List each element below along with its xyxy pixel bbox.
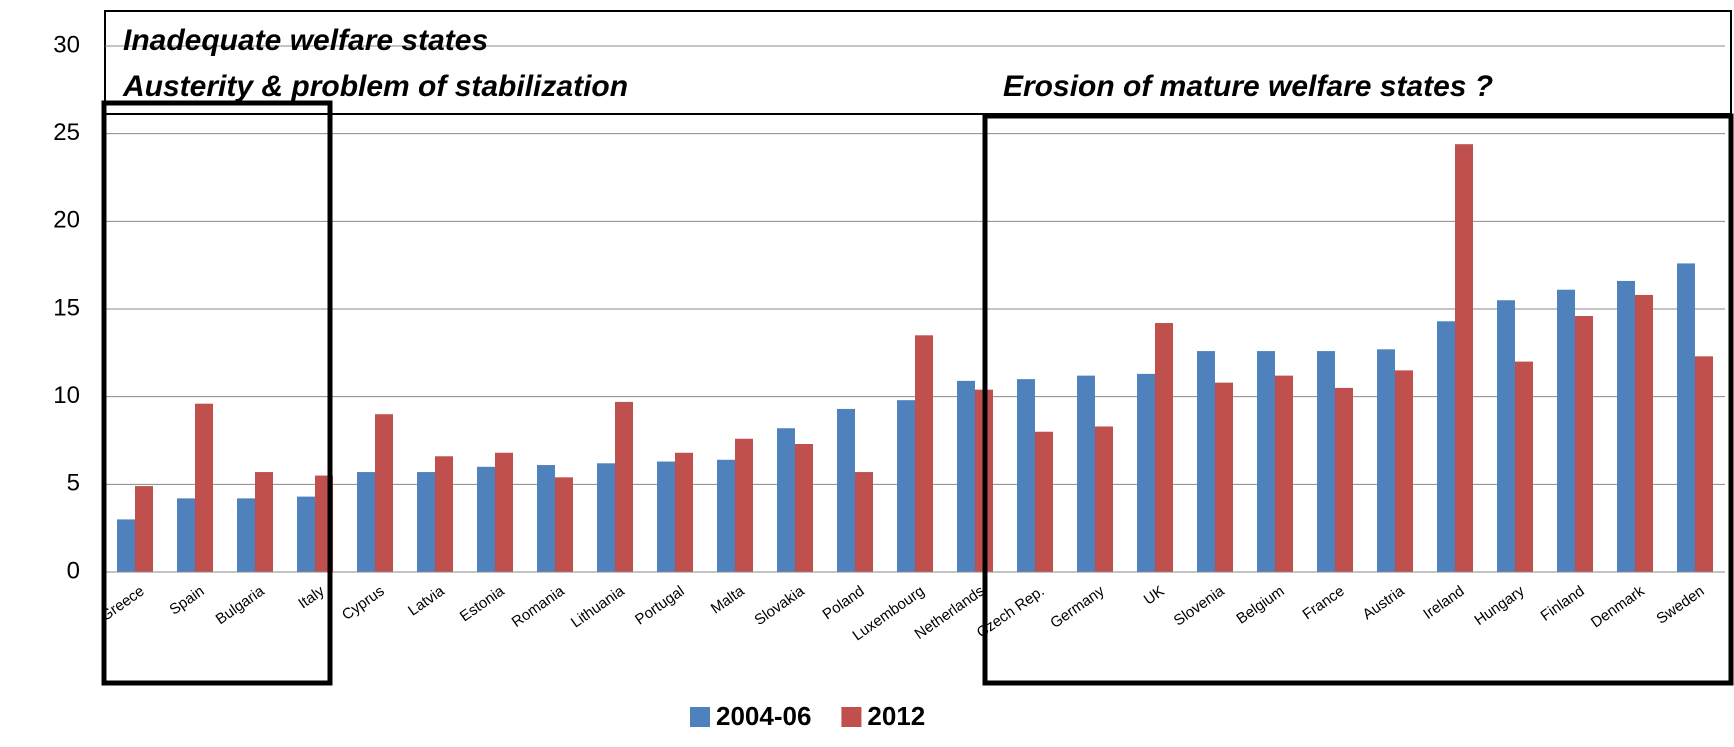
bar	[837, 408, 855, 572]
y-tick-label: 20	[53, 207, 80, 234]
bar	[717, 459, 735, 572]
bar	[135, 486, 153, 572]
bar	[675, 452, 693, 572]
bar	[1575, 316, 1593, 572]
x-tick-label: Malta	[708, 582, 748, 617]
x-tick-label: Slovakia	[751, 582, 808, 629]
bar	[1497, 300, 1515, 572]
bar	[1677, 263, 1695, 572]
bar	[1635, 294, 1653, 572]
bar	[1257, 351, 1275, 572]
y-tick-label: 15	[53, 294, 80, 321]
x-tick-label: Ireland	[1420, 583, 1467, 623]
x-tick-label: Poland	[820, 583, 868, 624]
x-tick-label: Belgium	[1233, 583, 1287, 628]
bar	[117, 519, 135, 572]
x-tick-label: UK	[1141, 583, 1168, 609]
x-tick-label: Spain	[166, 583, 207, 619]
bar	[435, 456, 453, 572]
bar	[777, 428, 795, 572]
annotation-box	[104, 10, 1732, 115]
x-tick-label: Estonia	[457, 582, 508, 625]
bar	[237, 498, 255, 572]
x-tick-label: Austria	[1360, 582, 1409, 623]
bar	[477, 466, 495, 572]
bar	[1617, 280, 1635, 572]
x-tick-label: Denmark	[1588, 582, 1648, 631]
x-tick-label: Lithuania	[568, 582, 628, 631]
x-tick-label: Portugal	[632, 583, 688, 629]
bar	[915, 335, 933, 572]
group-box	[101, 100, 333, 686]
bar	[657, 461, 675, 572]
bar	[537, 465, 555, 572]
x-tick-label: Italy	[295, 582, 328, 612]
bar	[1137, 373, 1155, 572]
bar	[1455, 144, 1473, 573]
group-box	[982, 113, 1734, 686]
y-tick-label: 0	[67, 557, 80, 584]
x-tick-label: Hungary	[1471, 582, 1528, 629]
bar	[615, 401, 633, 572]
legend-label: 2012	[867, 701, 925, 731]
bar	[1395, 370, 1413, 572]
legend-swatch	[690, 707, 710, 727]
x-tick-label: Slovenia	[1171, 582, 1228, 629]
x-tick-label: Germany	[1047, 582, 1108, 632]
bar	[495, 452, 513, 572]
y-tick-label: 25	[53, 119, 80, 146]
bar	[177, 498, 195, 572]
bar	[1377, 349, 1395, 572]
legend-swatch	[841, 707, 862, 727]
bar	[297, 496, 315, 572]
x-tick-label: Finland	[1538, 583, 1588, 625]
bar	[1155, 323, 1173, 572]
bar	[1035, 431, 1053, 572]
bar	[1077, 375, 1095, 572]
bar	[1695, 356, 1713, 572]
x-tick-label: France	[1300, 583, 1348, 624]
legend-label: 2004-06	[716, 701, 811, 731]
bar	[357, 472, 375, 572]
bar	[417, 472, 435, 572]
bar	[1017, 379, 1035, 572]
x-tick-label: Romania	[509, 582, 568, 631]
x-tick-label: Sweden	[1653, 583, 1707, 628]
bar	[795, 444, 813, 572]
bar	[255, 472, 273, 572]
y-tick-label: 30	[53, 31, 80, 58]
y-tick-label: 5	[67, 470, 80, 497]
bar	[375, 414, 393, 572]
bar	[1197, 351, 1215, 572]
bar	[897, 400, 915, 572]
bar	[855, 472, 873, 572]
annotation: Inadequate welfare states	[123, 24, 488, 57]
bar	[555, 477, 573, 572]
bar	[1095, 426, 1113, 572]
bar	[1557, 289, 1575, 572]
x-tick-label: Latvia	[405, 582, 448, 619]
bar	[195, 403, 213, 572]
bar	[1335, 387, 1353, 572]
y-tick-label: 10	[53, 382, 80, 409]
bar	[1317, 351, 1335, 572]
bar	[735, 438, 753, 572]
bar	[1275, 375, 1293, 572]
annotation: Austerity & problem of stabilization	[122, 70, 628, 103]
bar	[1515, 361, 1533, 572]
bar	[1215, 382, 1233, 572]
annotation: Erosion of mature welfare states ?	[1003, 70, 1493, 103]
bar	[957, 380, 975, 572]
x-tick-label: Bulgaria	[213, 582, 268, 628]
x-tick-label: Cyprus	[339, 583, 388, 624]
bar	[597, 463, 615, 572]
bar	[1437, 321, 1455, 572]
